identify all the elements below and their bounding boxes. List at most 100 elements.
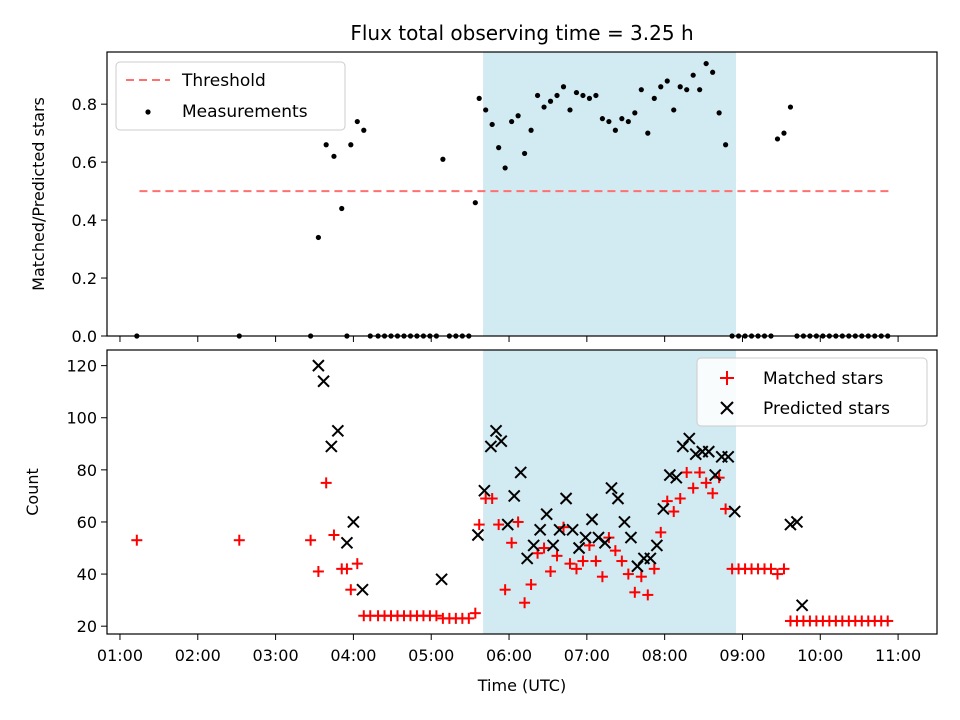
matched-star-point — [473, 519, 485, 531]
predicted-star-point — [540, 507, 553, 521]
measurement-point — [599, 116, 606, 122]
top-legend-box — [115, 61, 346, 131]
measurement-point — [677, 84, 683, 90]
measurement-point — [697, 87, 703, 93]
predicted-star-point — [605, 481, 618, 495]
measurement-point — [476, 95, 482, 101]
predicted-star-point — [598, 536, 612, 550]
bottom-y-axis-label: Count — [23, 468, 42, 516]
predicted-star-point — [784, 518, 797, 531]
bottom-panel: 20 40 60 80 100 120 01:00 02:00 03:00 04:00 05:00… — [23, 349, 938, 695]
measurement-point — [528, 127, 534, 133]
measurement-point — [645, 130, 651, 136]
matched-star-point — [765, 563, 777, 575]
matched-star-point — [493, 519, 505, 531]
measurement-point — [593, 92, 599, 99]
x-tick-label: 11:00 — [875, 646, 921, 665]
matched-star-point — [463, 612, 475, 624]
measurement-point — [554, 92, 560, 99]
measurement-point — [483, 107, 489, 113]
predicted-star-point — [325, 440, 338, 453]
matched-star-point — [700, 477, 712, 489]
matched-star-point — [609, 545, 621, 557]
matched-star-point — [707, 487, 719, 499]
matched-star-point — [233, 534, 245, 546]
measurement-point — [489, 121, 495, 128]
x-tick-label: 05:00 — [408, 646, 454, 665]
bottom-legend-box — [696, 357, 928, 427]
predicted-star-point — [478, 484, 491, 497]
measurement-point — [547, 98, 554, 104]
matched-star-point — [642, 589, 654, 601]
x-tick-label: 09:00 — [719, 646, 765, 665]
top-y-ticks: 0.0 0.2 0.4 0.6 0.8 — [72, 95, 107, 346]
matched-star-point — [551, 550, 563, 562]
matched-star-point — [648, 563, 660, 575]
y-tick-label: 20 — [77, 617, 97, 636]
matched-stars-points — [131, 466, 894, 627]
predicted-star-point — [356, 583, 369, 596]
measurement-point — [658, 84, 664, 90]
chart-title: Flux total observing time = 3.25 h — [350, 21, 693, 45]
predicted-star-point — [514, 466, 527, 479]
measurement-point — [440, 156, 446, 162]
matched-star-point — [622, 568, 634, 580]
predicted-star-point — [790, 515, 804, 529]
measurement-point — [684, 87, 690, 93]
bottom-x-ticks: 01:00 02:00 03:00 04:00 05:00 06:00 07:00 08:00… — [97, 634, 921, 665]
predicted-star-point — [566, 523, 579, 536]
predicted-star-point — [721, 450, 735, 464]
matched-star-point — [328, 529, 340, 541]
measurement-point — [534, 92, 541, 99]
measurement-point — [638, 87, 644, 93]
matched-star-point — [525, 578, 537, 590]
matched-star-point — [596, 571, 608, 583]
matched-star-point — [681, 466, 693, 478]
predicted-star-point — [728, 505, 741, 518]
matched-star-point — [590, 555, 602, 567]
measurement-point — [472, 200, 478, 206]
matched-star-point — [882, 615, 894, 627]
measurement-point — [573, 89, 580, 96]
measurement-point — [496, 145, 502, 151]
y-tick-label: 0.6 — [72, 153, 97, 172]
bottom-legend: Matched stars Predicted stars — [696, 357, 928, 427]
matched-star-point — [538, 542, 550, 554]
predicted-star-point — [618, 515, 631, 529]
predicted-star-point — [508, 489, 521, 503]
top-panel: 0.00.20.40.60.8 Matched/Predicted stars … — [29, 51, 938, 346]
measurement-point — [651, 95, 657, 101]
measurement-point — [354, 118, 360, 125]
y-tick-label: 0.2 — [72, 269, 97, 288]
legend-predicted-label: Predicted stars — [763, 399, 890, 419]
legend-predicted-swatch — [720, 401, 734, 415]
matched-star-point — [512, 516, 524, 528]
measurement-point — [606, 118, 612, 125]
predicted-star-point — [559, 492, 573, 505]
x-tick-label: 02:00 — [175, 646, 221, 665]
matched-star-point — [131, 534, 143, 546]
measurement-point — [361, 127, 367, 133]
predicted-star-point — [663, 468, 677, 482]
matched-star-point — [351, 558, 363, 570]
bottom-axes-frame — [106, 349, 938, 635]
predicted-star-point — [657, 502, 670, 516]
measurement-point — [619, 116, 625, 122]
predicted-star-point — [546, 539, 560, 552]
measurement-point — [509, 118, 515, 125]
predicted-star-point — [689, 448, 702, 461]
y-tick-label: 100 — [66, 409, 97, 428]
top-axes-frame — [106, 51, 938, 337]
y-tick-label: 60 — [77, 513, 97, 532]
top-x-ticks — [119, 336, 899, 342]
matched-star-point — [629, 586, 641, 598]
measurement-point — [690, 72, 696, 78]
measurement-point — [612, 127, 618, 133]
matched-star-point — [486, 493, 498, 505]
matched-star-point — [341, 563, 353, 575]
matched-star-point — [687, 482, 699, 494]
measurement-point — [632, 110, 638, 116]
predicted-star-point — [331, 424, 345, 437]
top-legend: Threshold Measurements — [115, 61, 346, 131]
y-tick-label: 80 — [77, 461, 97, 480]
